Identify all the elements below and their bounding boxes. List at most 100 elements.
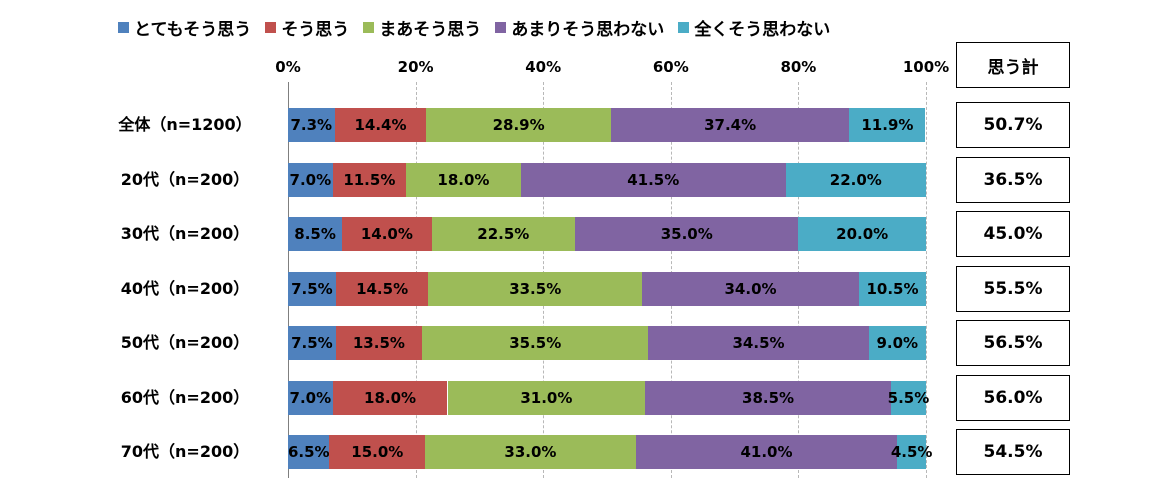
x-tick-label: 0%: [275, 58, 301, 76]
data-label: 34.5%: [732, 334, 785, 352]
bar-segment: 11.9%: [849, 108, 926, 142]
bar-segment: 41.5%: [520, 162, 786, 197]
legend-label: あまりそう思わない: [511, 19, 665, 40]
x-tick-label: 80%: [780, 58, 817, 76]
data-label: 41.5%: [627, 170, 680, 189]
bar-segment: 7.3%: [288, 108, 335, 142]
legend-label: そう思う: [281, 19, 350, 40]
stacked-bar: 6.5% 15.0% 33.0% 41.0% 4.5%: [287, 435, 932, 469]
data-label: 18.0%: [437, 170, 490, 189]
bar-segment: 14.0%: [342, 217, 432, 251]
data-label: 28.9%: [492, 116, 545, 134]
data-label: 37.4%: [704, 116, 757, 134]
data-label: 7.3%: [290, 116, 333, 134]
data-label: 7.0%: [289, 170, 332, 189]
data-label: 41.0%: [740, 443, 793, 461]
data-label: 22.5%: [477, 225, 530, 243]
bar-segment: 35.0%: [575, 217, 799, 251]
category-label: 60代（n=200）: [120, 387, 250, 407]
summary-value: 55.5%: [956, 265, 1070, 312]
chart-legend: とてもそう思う そう思う まあそう思う あまりそう思わない 全くそう思わない: [118, 14, 830, 40]
x-tick-label: 100%: [902, 58, 950, 76]
legend-item: そう思う: [265, 15, 349, 40]
legend-item: あまりそう思わない: [495, 15, 664, 40]
bar-segment: 10.5%: [859, 271, 926, 306]
data-label: 5.5%: [887, 388, 930, 407]
category-label: 20代（n=200）: [120, 169, 250, 189]
data-label: 38.5%: [742, 388, 795, 407]
data-label: 35.0%: [660, 225, 713, 243]
legend-swatch: [678, 21, 690, 33]
data-label: 7.0%: [289, 388, 332, 407]
data-label: 15.0%: [351, 443, 404, 461]
plot-area: 7.3% 14.4% 28.9% 37.4% 11.9% 7.0% 11.5% 18.0% 41…: [287, 82, 932, 478]
summary-value: 50.7%: [956, 102, 1070, 148]
bar-segment: 31.0%: [447, 380, 646, 415]
bar-segment: 11.5%: [332, 162, 407, 197]
legend-swatch: [495, 21, 507, 33]
stacked-bar: 7.0% 18.0% 31.0% 38.5% 5.5%: [288, 380, 929, 415]
bar-segment: 22.0%: [785, 162, 926, 197]
summary-value: 36.5%: [956, 156, 1070, 203]
bar-segment: 22.5%: [431, 217, 576, 251]
data-label: 14.5%: [356, 279, 409, 298]
legend-label: とてもそう思う: [134, 19, 252, 40]
legend-item: 全くそう思わない: [678, 15, 830, 40]
category-label: 30代（n=200）: [120, 224, 250, 243]
data-label: 9.0%: [876, 334, 919, 352]
summary-value: 45.0%: [956, 211, 1070, 257]
bar-segment: 15.0%: [329, 435, 426, 469]
data-label: 35.5%: [509, 334, 562, 352]
data-label: 20.0%: [836, 225, 889, 243]
bar-segment: 9.0%: [868, 326, 926, 360]
data-label: 34.0%: [724, 279, 777, 298]
category-label: 40代（n=200）: [120, 278, 250, 298]
bar-segment: 18.0%: [406, 162, 521, 197]
bar-segment: 18.0%: [332, 380, 448, 415]
data-label: 14.0%: [360, 225, 413, 243]
data-label: 6.5%: [287, 443, 330, 461]
stacked-bar: 7.0% 11.5% 18.0% 41.5% 22.0%: [288, 162, 926, 197]
data-label: 8.5%: [294, 225, 336, 243]
bar-segment: 33.5%: [428, 271, 643, 306]
data-label: 11.9%: [861, 116, 914, 134]
bar-segment: 38.5%: [645, 380, 891, 415]
gridline: [926, 82, 927, 478]
x-tick-label: 20%: [397, 58, 434, 76]
legend-swatch: [118, 21, 129, 33]
bar-segment: 34.5%: [648, 326, 869, 360]
bar-segment: 13.5%: [335, 326, 422, 360]
bar-segment: 7.0%: [288, 380, 333, 415]
legend-label: 全くそう思わない: [694, 19, 831, 40]
bar-segment: 37.4%: [610, 108, 850, 142]
bar-segment: 34.0%: [642, 271, 859, 306]
bar-segment: 6.5%: [287, 435, 330, 469]
category-label: 全体（n=1200）: [118, 115, 252, 134]
data-label: 33.0%: [504, 443, 557, 461]
stacked-bar: 7.5% 14.5% 33.5% 34.0% 10.5%: [288, 271, 926, 306]
summary-header: 思う計: [956, 42, 1070, 88]
category-label: 50代（n=200）: [120, 333, 250, 352]
summary-value: 54.5%: [956, 429, 1070, 475]
bar-segment: 8.5%: [288, 217, 343, 251]
summary-value: 56.5%: [956, 320, 1070, 366]
category-label: 70代（n=200）: [120, 442, 250, 461]
data-label: 7.5%: [291, 279, 333, 298]
bar-segment: 7.0%: [288, 162, 333, 197]
stacked-bar: 7.3% 14.4% 28.9% 37.4% 11.9%: [288, 108, 926, 142]
bar-segment: 35.5%: [421, 326, 649, 360]
bar-segment: 14.4%: [334, 108, 427, 142]
stacked-bar: 8.5% 14.0% 22.5% 35.0% 20.0%: [288, 217, 926, 251]
bar-segment: 41.0%: [635, 435, 898, 469]
bar-segment: 33.0%: [425, 435, 636, 469]
bar-segment: 7.5%: [288, 271, 336, 306]
x-tick-label: 40%: [525, 58, 562, 76]
bar-segment: 7.5%: [288, 326, 336, 360]
data-label: 31.0%: [520, 388, 573, 407]
bar-segment: 4.5%: [891, 435, 932, 469]
data-label: 33.5%: [509, 279, 562, 298]
data-label: 14.4%: [354, 116, 407, 134]
data-label: 11.5%: [343, 170, 396, 189]
data-label: 10.5%: [866, 279, 919, 298]
summary-value: 56.0%: [956, 374, 1070, 421]
